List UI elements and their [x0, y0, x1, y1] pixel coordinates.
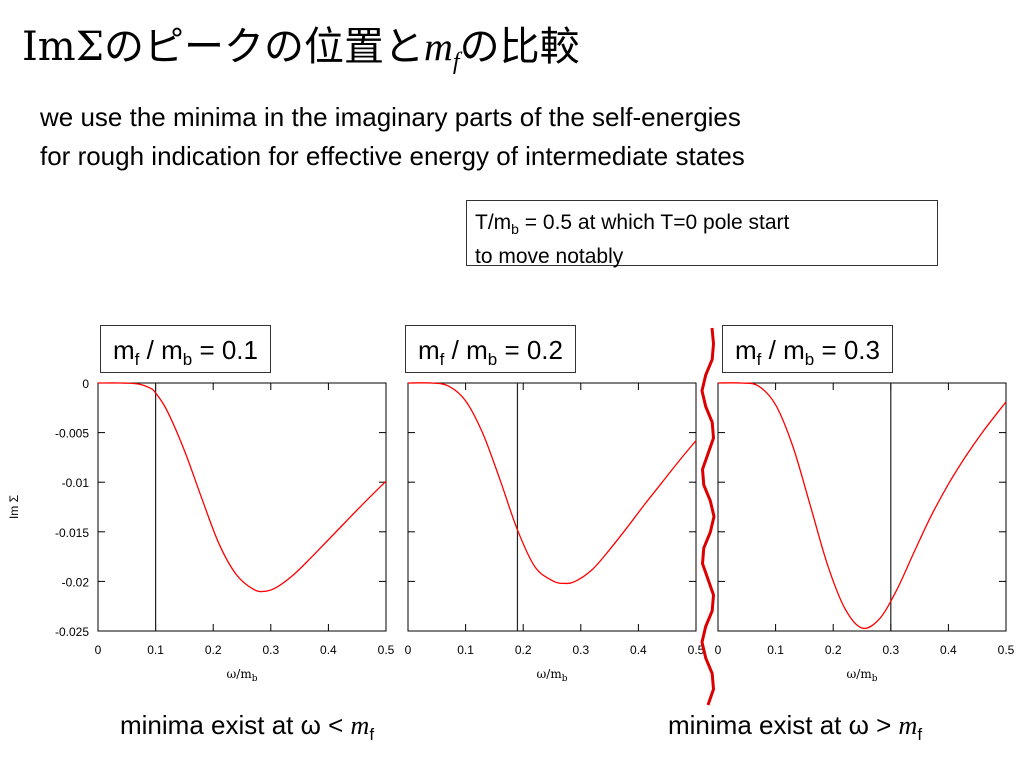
y-tick-label: -0.02	[62, 575, 90, 589]
x-tick-label: 0.5	[688, 643, 705, 657]
plot-label-1: mf / mb = 0.1	[100, 325, 271, 373]
x-tick-label: 0.1	[147, 643, 164, 657]
x-tick-label: 0.3	[882, 643, 899, 657]
x-tick-label: 0.3	[262, 643, 279, 657]
title-text: ImΣのピークの位置と	[22, 24, 425, 70]
chart-1: 0 -0.005 -0.01 -0.015 -0.02 -0.025 0 0.1 0.2 0.3 0…	[7, 377, 395, 684]
x-tick-label: 0.2	[825, 643, 842, 657]
bottom-left-var: m	[350, 711, 370, 740]
note-sub: b	[511, 221, 519, 238]
y-tick-label: -0.01	[62, 476, 90, 490]
bottom-right-prefix: minima exist at ω >	[668, 710, 899, 740]
note-box: T/mb = 0.5 at which T=0 pole start to mo…	[466, 200, 938, 268]
x-tick-label: 0.1	[767, 643, 784, 657]
subtitle-line-1: we use the minima in the imaginary parts…	[40, 102, 741, 132]
bottom-right-var: m	[898, 711, 918, 740]
x-axis-label-sub: b	[872, 674, 878, 684]
label-2-c: = 0.2	[497, 335, 563, 365]
label-3-a: m	[735, 335, 757, 365]
subtitle: we use the minima in the imaginary parts…	[40, 98, 745, 176]
x-tick-label: 0	[715, 643, 722, 657]
y-tick-label: 0	[82, 377, 89, 391]
bottom-left-text: minima exist at ω < mf	[120, 710, 374, 745]
x-axis-label-sub: b	[252, 674, 258, 684]
label-1-b-sub: b	[182, 350, 193, 370]
bottom-right-var-sub: f	[917, 725, 923, 745]
x-axis-label: ω/mb	[537, 667, 568, 684]
x-tick-label: 0.5	[378, 643, 395, 657]
label-2-a-sub: f	[439, 350, 445, 370]
chart-3: 0 0.1 0.2 0.3 0.4 0.5 ω/mb	[715, 382, 1015, 684]
plot-frame	[407, 382, 697, 632]
x-tick-label: 0.4	[940, 643, 957, 657]
y-tick-label: -0.025	[55, 625, 89, 639]
label-2-b: / m	[444, 335, 488, 365]
y-tick-label: -0.005	[55, 427, 89, 441]
title-var-sub: f	[452, 49, 460, 75]
x-tick-label: 0.2	[515, 643, 532, 657]
im-sigma-curve	[717, 382, 1007, 630]
note-b: = 0.5 at which T=0 pole start	[518, 211, 790, 234]
label-2-a: m	[418, 335, 440, 365]
plot-frame	[717, 382, 1007, 632]
x-tick-label: 0	[95, 643, 102, 657]
title-suffix: の比較	[459, 24, 580, 70]
im-sigma-curve	[407, 382, 697, 585]
bottom-left-var-sub: f	[369, 725, 375, 745]
title-mf: mf	[424, 24, 460, 75]
x-tick-label: 0.3	[572, 643, 589, 657]
label-3-a-sub: f	[756, 350, 762, 370]
bottom-left-prefix: minima exist at ω <	[120, 710, 351, 740]
wavy-divider	[700, 327, 716, 706]
note-line-2: to move notably	[475, 245, 624, 269]
chart-2: 0 0.1 0.2 0.3 0.4 0.5 ω/mb	[405, 382, 705, 684]
x-tick-label: 0.4	[630, 643, 647, 657]
note-a: T/m	[475, 211, 512, 234]
x-tick-label: 0.5	[998, 643, 1015, 657]
label-3-b-sub: b	[804, 350, 815, 370]
x-axis-label: ω/mb	[847, 667, 878, 684]
plot-frame	[97, 382, 387, 632]
label-3-b: / m	[761, 335, 805, 365]
label-1-a-sub: f	[134, 350, 140, 370]
plot-label-3: mf / mb = 0.3	[722, 325, 893, 373]
bottom-right-text: minima exist at ω > mf	[668, 710, 922, 745]
plot-label-2: mf / mb = 0.2	[405, 325, 576, 373]
y-axis-label: Im Σ	[7, 495, 21, 519]
label-1-a: m	[113, 335, 135, 365]
subtitle-line-2: for rough indication for effective energ…	[40, 141, 745, 171]
x-tick-label: 0.1	[457, 643, 474, 657]
slide-title: ImΣのピークの位置とmfの比較	[22, 14, 580, 76]
label-2-b-sub: b	[487, 350, 498, 370]
x-axis-label-sub: b	[562, 674, 568, 684]
im-sigma-curve	[97, 382, 387, 593]
x-tick-label: 0	[405, 643, 412, 657]
x-axis-label: ω/mb	[227, 667, 258, 684]
x-tick-label: 0.2	[205, 643, 222, 657]
x-tick-label: 0.4	[320, 643, 337, 657]
label-1-c: = 0.1	[192, 335, 258, 365]
label-1-b: / m	[139, 335, 183, 365]
label-3-c: = 0.3	[814, 335, 880, 365]
title-var: m	[424, 24, 453, 69]
y-tick-label: -0.015	[55, 526, 89, 540]
note-line-1: T/mb = 0.5 at which T=0 pole start	[475, 209, 929, 243]
